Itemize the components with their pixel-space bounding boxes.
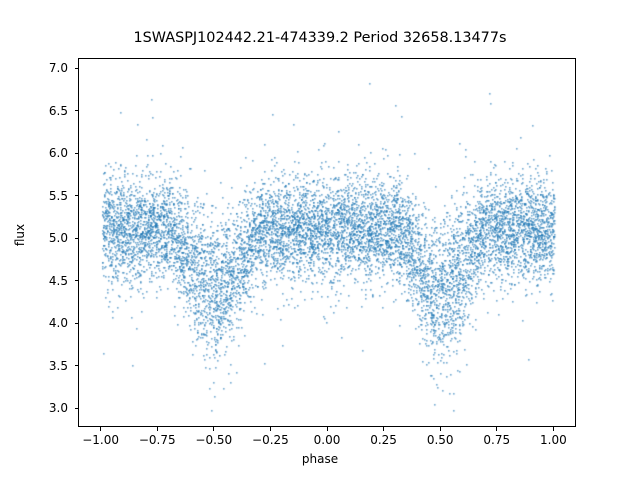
y-tick-label: 4.0 xyxy=(48,316,68,331)
y-tick-label: 6.0 xyxy=(48,146,68,161)
plot-axes xyxy=(78,58,577,428)
y-tick-label: 5.5 xyxy=(48,188,68,203)
x-tick-label: 0.50 xyxy=(426,433,454,447)
y-tick-mark xyxy=(74,407,78,409)
y-tick-label: 4.5 xyxy=(48,273,68,288)
x-tick-label: 0.25 xyxy=(370,433,397,447)
x-tick-mark xyxy=(213,427,215,431)
x-tick-mark xyxy=(439,427,441,431)
y-tick-mark xyxy=(74,322,78,324)
x-tick-mark xyxy=(156,427,158,431)
y-tick-mark xyxy=(74,152,78,154)
y-axis-label: flux xyxy=(13,223,27,247)
x-tick-label: 0.00 xyxy=(313,433,341,447)
x-tick-label: 0.75 xyxy=(483,433,511,447)
x-tick-label: −0.25 xyxy=(252,433,289,447)
y-tick-mark xyxy=(74,365,78,367)
y-tick-mark xyxy=(74,195,78,197)
y-tick-label: 5.0 xyxy=(48,231,68,246)
x-tick-label: −0.50 xyxy=(195,433,233,447)
x-tick-mark xyxy=(496,427,498,431)
x-tick-mark xyxy=(383,427,385,431)
scatter-plot-area xyxy=(79,59,577,428)
y-tick-label: 3.0 xyxy=(48,401,68,416)
y-tick-mark xyxy=(74,110,78,112)
y-tick-mark xyxy=(74,237,78,239)
y-tick-label: 7.0 xyxy=(48,61,68,76)
x-tick-mark xyxy=(326,427,328,431)
x-tick-mark xyxy=(552,427,554,431)
y-tick-mark xyxy=(74,280,78,282)
x-axis-label: phase xyxy=(301,452,339,466)
page-title: 1SWASPJ102442.21-474339.2 Period 32658.1… xyxy=(133,30,507,46)
x-tick-mark xyxy=(269,427,271,431)
x-tick-mark xyxy=(100,427,102,431)
x-tick-label: −0.75 xyxy=(138,433,176,447)
y-tick-label: 6.5 xyxy=(48,103,68,118)
y-tick-label: 3.5 xyxy=(48,358,68,373)
y-tick-mark xyxy=(74,67,78,69)
x-tick-label: 1.00 xyxy=(540,433,567,447)
x-tick-label: −1.00 xyxy=(82,433,120,447)
